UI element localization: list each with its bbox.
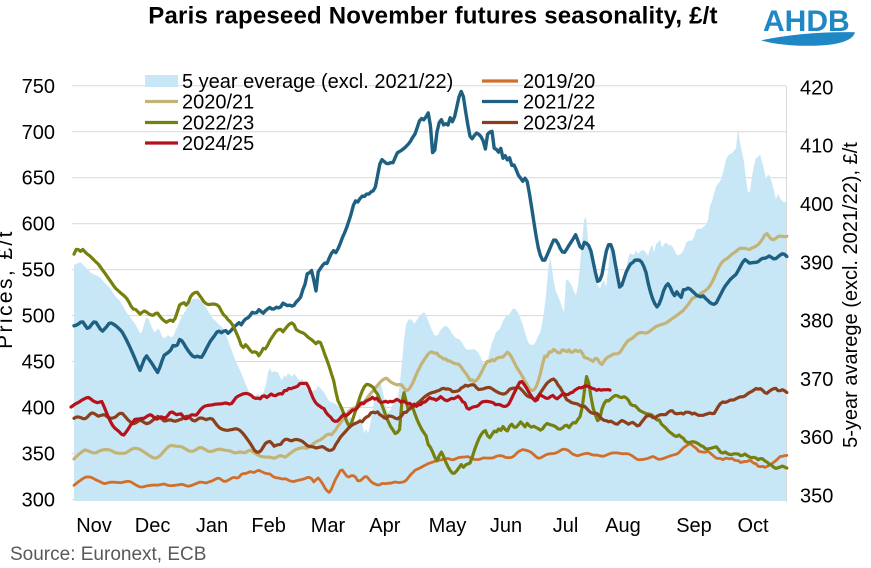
svg-text:2023/24: 2023/24	[523, 113, 595, 135]
svg-text:Oct: Oct	[737, 515, 769, 537]
svg-text:500: 500	[22, 306, 55, 328]
svg-text:Feb: Feb	[251, 515, 285, 537]
svg-text:Jan: Jan	[196, 515, 228, 537]
svg-text:2024/25: 2024/25	[182, 133, 254, 155]
svg-text:5-year avarege (excl. 2021/22): 5-year avarege (excl. 2021/22), £/t	[840, 142, 862, 448]
svg-text:May: May	[429, 515, 467, 537]
svg-text:Jun: Jun	[490, 515, 522, 537]
svg-text:350: 350	[800, 485, 833, 507]
svg-text:2021/22: 2021/22	[523, 92, 595, 114]
svg-text:450: 450	[22, 352, 55, 374]
svg-text:Paris rapeseed November future: Paris rapeseed November futures seasonal…	[148, 3, 717, 30]
svg-text:Source: Euronext, ECB: Source: Euronext, ECB	[10, 544, 206, 565]
svg-text:2022/23: 2022/23	[182, 113, 254, 135]
svg-text:700: 700	[22, 122, 55, 144]
svg-text:Prices, £/t: Prices, £/t	[0, 229, 17, 349]
svg-text:5 year everage (excl. 2021/22): 5 year everage (excl. 2021/22)	[182, 71, 453, 93]
svg-text:420: 420	[800, 77, 833, 99]
svg-text:410: 410	[800, 136, 833, 158]
svg-text:300: 300	[22, 489, 55, 511]
svg-text:380: 380	[800, 311, 833, 333]
svg-text:390: 390	[800, 252, 833, 274]
svg-text:Apr: Apr	[369, 515, 400, 537]
svg-text:2019/20: 2019/20	[523, 71, 595, 93]
svg-text:400: 400	[800, 194, 833, 216]
svg-text:Nov: Nov	[76, 515, 112, 537]
svg-text:750: 750	[22, 76, 55, 98]
svg-text:370: 370	[800, 369, 833, 391]
svg-text:Mar: Mar	[311, 515, 346, 537]
svg-text:Dec: Dec	[135, 515, 171, 537]
svg-text:Jul: Jul	[553, 515, 579, 537]
svg-text:350: 350	[22, 443, 55, 465]
svg-text:360: 360	[800, 427, 833, 449]
svg-text:550: 550	[22, 260, 55, 282]
svg-text:2020/21: 2020/21	[182, 92, 254, 114]
svg-text:Sep: Sep	[676, 515, 712, 537]
svg-text:600: 600	[22, 214, 55, 236]
svg-text:Aug: Aug	[605, 515, 641, 537]
svg-text:650: 650	[22, 168, 55, 190]
svg-text:400: 400	[22, 398, 55, 420]
